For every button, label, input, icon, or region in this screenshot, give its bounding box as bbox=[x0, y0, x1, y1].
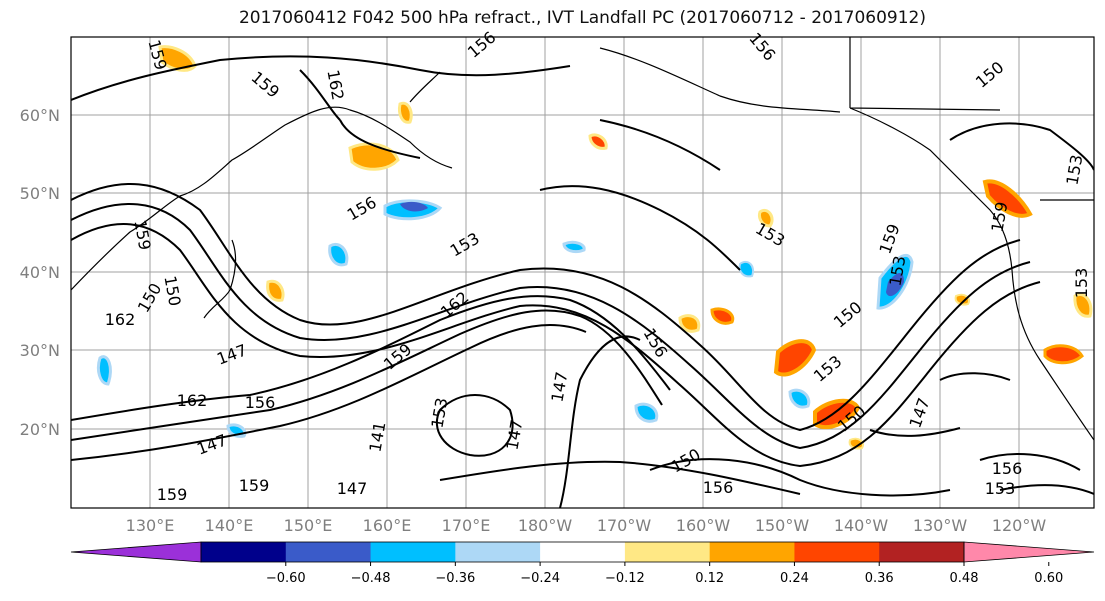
lon-label: 130°E bbox=[126, 516, 175, 535]
colorbar-tick-label: 0.36 bbox=[865, 571, 894, 586]
lat-label: 60°N bbox=[20, 106, 60, 125]
contour-label: 162 bbox=[177, 391, 208, 410]
longitude-labels: 130°E 140°E 150°E 160°E 170°E 180°W 170°W 160°W… bbox=[126, 516, 1047, 535]
lon-label: 120°W bbox=[992, 516, 1047, 535]
map-frame bbox=[70, 36, 1095, 509]
lon-label: 150°W bbox=[755, 516, 810, 535]
contour-label: 156 bbox=[992, 459, 1023, 478]
colorbar-swatch bbox=[879, 542, 965, 562]
gridlines bbox=[71, 37, 1094, 508]
shaded-anomalies bbox=[96, 45, 1093, 450]
lon-label: 160°E bbox=[363, 516, 412, 535]
colorbar-tick-label: −0.24 bbox=[520, 571, 560, 586]
contour-label: 153 bbox=[985, 479, 1016, 498]
lat-label: 20°N bbox=[20, 420, 60, 439]
colorbar-tick-label: −0.36 bbox=[435, 571, 475, 586]
colorbar-swatch bbox=[285, 542, 372, 562]
colorbar-tick-label: 0.24 bbox=[780, 571, 809, 586]
colorbar-swatch bbox=[624, 542, 711, 562]
colorbar-swatch bbox=[540, 542, 626, 562]
contour-label: 156 bbox=[703, 478, 734, 497]
colorbar-extend-high bbox=[963, 541, 1095, 563]
lon-label: 130°W bbox=[913, 516, 968, 535]
lon-label: 180°W bbox=[518, 516, 573, 535]
colorbar-tick-label: 0.60 bbox=[1034, 571, 1063, 586]
lon-label: 140°E bbox=[205, 516, 254, 535]
contour-label: 147 bbox=[337, 479, 368, 498]
colorbar-swatch bbox=[455, 542, 541, 562]
colorbar-tick-label: −0.60 bbox=[266, 571, 306, 586]
colorbar: −0.60 −0.48 −0.36 −0.24 −0.12 0.12 0.24 0.36 0.4… bbox=[70, 541, 1095, 586]
lon-label: 140°W bbox=[834, 516, 889, 535]
latitude-labels: 60°N 50°N 40°N 30°N 20°N bbox=[20, 106, 60, 439]
lon-label: 160°W bbox=[676, 516, 731, 535]
lon-label: 150°E bbox=[284, 516, 333, 535]
contour-label: 159 bbox=[157, 485, 188, 504]
lat-label: 30°N bbox=[20, 341, 60, 360]
colorbar-swatch bbox=[370, 542, 456, 562]
colorbar-tick-label: −0.48 bbox=[351, 571, 391, 586]
colorbar-swatch bbox=[794, 542, 880, 562]
colorbar-swatch bbox=[709, 542, 795, 562]
colorbar-tick-label: 0.12 bbox=[695, 571, 724, 586]
lon-label: 170°W bbox=[597, 516, 652, 535]
colorbar-extend-low bbox=[70, 541, 202, 563]
contour-label: 162 bbox=[105, 310, 136, 329]
colorbar-tick-label: −0.12 bbox=[605, 571, 645, 586]
contour-label: 153 bbox=[1072, 268, 1091, 299]
colorbar-swatch bbox=[201, 542, 287, 562]
coastlines bbox=[71, 37, 1094, 441]
contour-label: 156 bbox=[245, 393, 276, 412]
height-contours bbox=[71, 55, 1094, 508]
lat-label: 50°N bbox=[20, 184, 60, 203]
colorbar-tick-label: 0.48 bbox=[950, 571, 979, 586]
lon-label: 170°E bbox=[442, 516, 491, 535]
lat-label: 40°N bbox=[20, 263, 60, 282]
colorbar-border bbox=[200, 541, 965, 563]
contour-label: 159 bbox=[239, 476, 270, 495]
map-title: 2017060412 F042 500 hPa refract., IVT La… bbox=[238, 8, 926, 28]
